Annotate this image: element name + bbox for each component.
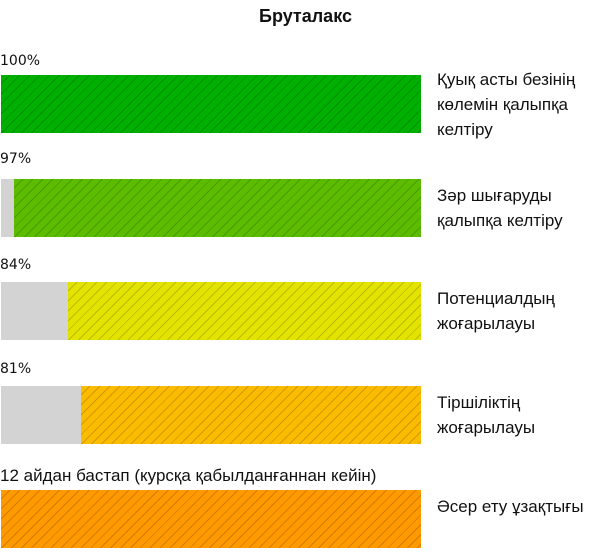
value-label: 84% xyxy=(0,257,32,273)
category-label: Қуық асты безінің көлемін қалыпқа келтір… xyxy=(437,69,576,139)
bar xyxy=(1,490,421,548)
bar-track xyxy=(1,386,421,444)
value-label: 12 айдан бастап (курсқа қабылданғаннан к… xyxy=(0,466,377,485)
chart-title: Бруталакс xyxy=(259,6,352,26)
value-label: 81% xyxy=(0,361,32,377)
bar xyxy=(68,282,421,340)
category-label: Зәр шығаруды қалыпқа келтіру xyxy=(437,186,563,230)
bar-track xyxy=(1,179,421,237)
category-label: Потенциалдың жоғарылауы xyxy=(437,289,555,333)
bar-track xyxy=(1,75,421,133)
bar xyxy=(1,75,421,133)
bar-track xyxy=(1,490,421,548)
value-label: 100% xyxy=(0,53,41,69)
bar-track xyxy=(1,282,421,340)
bar xyxy=(13,179,421,237)
category-label: Әсер ету ұзақтығы xyxy=(437,497,584,516)
category-label: Тіршіліктің жоғарылауы xyxy=(437,393,536,437)
bar xyxy=(80,386,421,444)
value-label: 97% xyxy=(0,151,32,167)
